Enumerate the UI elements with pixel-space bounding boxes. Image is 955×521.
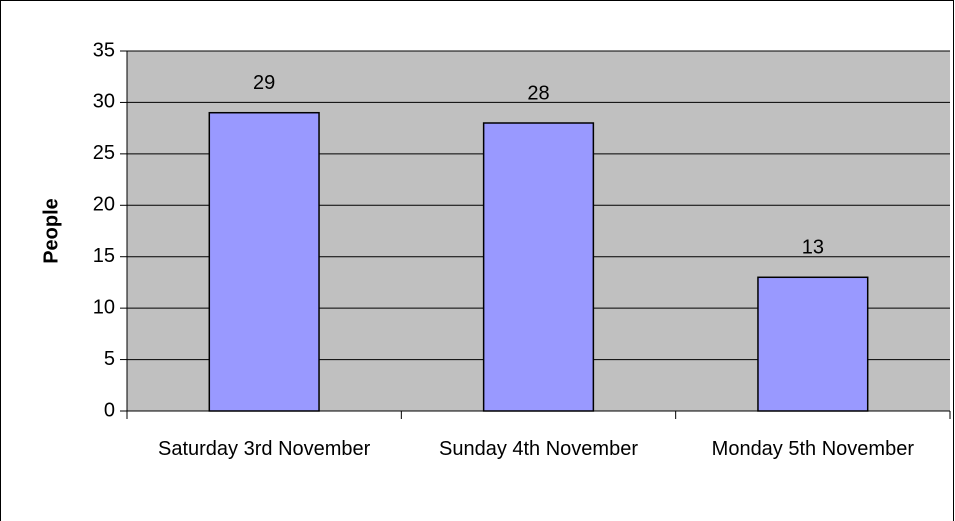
data-label: 29 bbox=[253, 72, 275, 94]
bar bbox=[208, 111, 320, 412]
data-label: 13 bbox=[802, 237, 824, 259]
data-label: 28 bbox=[527, 82, 549, 104]
x-tick-label: Saturday 3rd November bbox=[158, 438, 371, 460]
y-tick-label: 5 bbox=[104, 348, 115, 370]
y-axis-label: People bbox=[40, 198, 62, 264]
y-tick-label: 10 bbox=[93, 296, 115, 318]
bar bbox=[482, 122, 595, 412]
y-tick-label: 25 bbox=[93, 142, 115, 164]
y-tick-label: 20 bbox=[93, 194, 115, 216]
y-tick-label: 35 bbox=[93, 39, 115, 61]
x-tick-label: Monday 5th November bbox=[711, 438, 914, 460]
y-tick-label: 0 bbox=[104, 399, 115, 421]
y-tick-label: 15 bbox=[93, 245, 115, 267]
x-tick-label: Sunday 4th November bbox=[438, 438, 638, 460]
bar bbox=[757, 276, 869, 412]
y-tick-label: 30 bbox=[93, 91, 115, 113]
